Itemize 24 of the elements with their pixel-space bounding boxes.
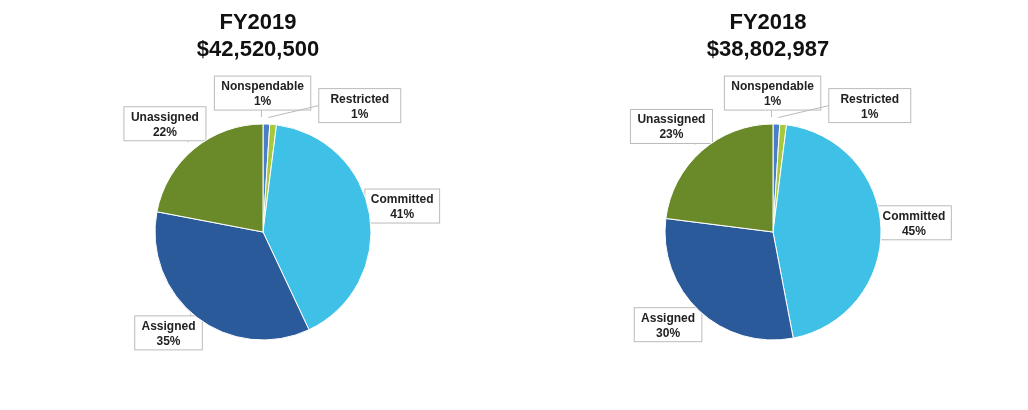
data-label: 22%: [152, 124, 178, 139]
data-label: 1%: [861, 106, 879, 121]
data-label: 23%: [659, 127, 684, 142]
slice-label: Restricted: [840, 91, 900, 106]
chart-title: FY2019: [218, 8, 298, 35]
slice-label: Assigned: [641, 310, 696, 325]
data-label: 1%: [253, 94, 272, 109]
slice-label: Restricted: [330, 91, 390, 106]
chart-title: FY2018: [728, 8, 808, 35]
data-label: 45%: [901, 223, 927, 238]
slice-label: Unassigned: [130, 109, 199, 124]
chart-subtitle: $38,802,987: [705, 35, 831, 62]
data-label: 35%: [156, 333, 181, 348]
data-label: 1%: [351, 106, 369, 121]
slice-label: Committed: [882, 208, 946, 223]
slice-label: Nonspendable: [221, 79, 305, 94]
slice-label: Assigned: [141, 318, 196, 333]
slice-label: Unassigned: [637, 112, 706, 127]
data-label: 1%: [763, 94, 782, 109]
slice-label: Nonspendable: [731, 79, 815, 94]
data-label: 30%: [656, 325, 681, 340]
chart-subtitle: $42,520,500: [195, 35, 321, 62]
data-label: 41%: [390, 207, 415, 222]
slice-label: Committed: [370, 192, 434, 207]
